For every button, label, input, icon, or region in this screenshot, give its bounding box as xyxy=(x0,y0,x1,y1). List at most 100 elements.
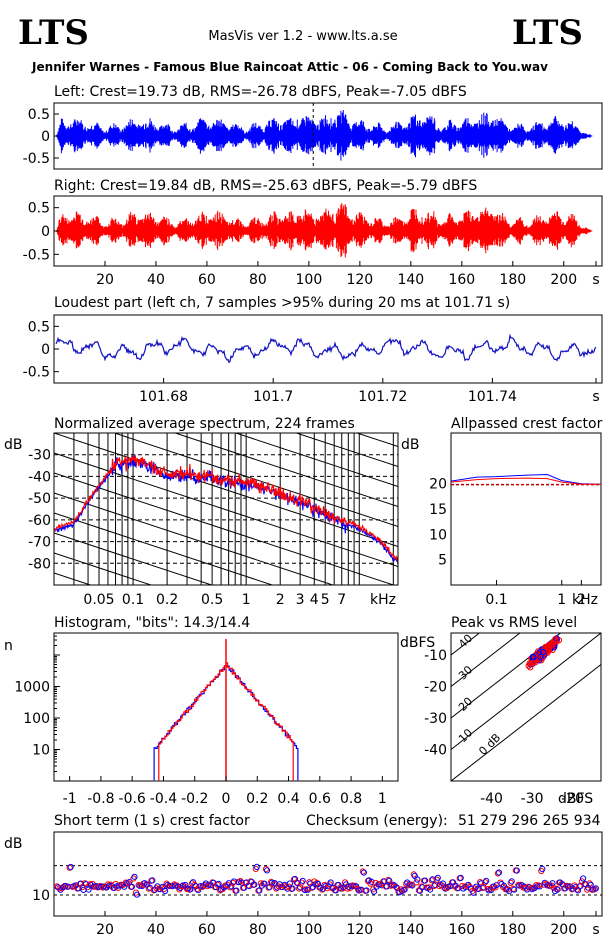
checksum-value: 51 279 296 265 934 xyxy=(458,813,601,829)
short-term-point-right xyxy=(270,880,277,887)
short-term-x-tick-label: 120 xyxy=(346,922,373,938)
short-term-point-right xyxy=(510,885,517,893)
short-term-point-left xyxy=(580,875,587,882)
loudest-part-x-tick-label: 101.7 xyxy=(253,389,293,405)
loudest-part-tick-label: -0.5 xyxy=(23,365,50,381)
crest-series-left xyxy=(450,473,602,485)
peak-rms-xlabel: dBFS xyxy=(558,791,593,807)
short-term-point-right xyxy=(507,879,514,887)
short-term-x-tick-label: s xyxy=(592,922,599,938)
histogram-x-tick-label: -1 xyxy=(63,791,77,807)
short-term-frame xyxy=(53,831,603,917)
short-term-point-left xyxy=(421,877,429,884)
histogram-x-tick-label: -0.8 xyxy=(87,791,114,807)
short-term-point-left xyxy=(411,872,418,880)
short-term-point-left xyxy=(133,891,141,898)
spectrum-x-tick-label: 0.2 xyxy=(156,592,178,608)
histogram-x-tick-label: 0.4 xyxy=(277,791,299,807)
left-waveform-title: Left: Crest=19.73 dB, RMS=-26.78 dBFS, P… xyxy=(54,84,467,100)
short-term-point-right xyxy=(392,883,400,890)
spectrum-diagonal xyxy=(54,532,214,585)
peak-rms-x-tick-label: -30 xyxy=(521,791,544,807)
short-term-x-tick-label: 40 xyxy=(147,922,165,938)
left-waveform-series xyxy=(56,110,593,161)
spectrum-y-tick-label: -60 xyxy=(28,513,51,529)
short-term-point-left xyxy=(427,886,434,893)
short-term-point-left xyxy=(289,885,296,892)
crest-x-tick-label: 2 xyxy=(577,592,586,608)
short-term-point-left xyxy=(235,879,243,886)
file-title: Jennifer Warnes - Famous Blue Raincoat A… xyxy=(31,60,548,74)
spectrum-x-tick-label: 3 xyxy=(296,592,305,608)
crest-frame xyxy=(450,432,602,586)
right-waveform-tick-label: -0.5 xyxy=(23,247,50,263)
spectrum-diagonal xyxy=(113,433,398,527)
spectrum-y-tick-label: -30 xyxy=(28,448,51,464)
peak-rms-point xyxy=(552,635,559,643)
peak-rms-ylabel: dBFS xyxy=(400,635,435,651)
left-waveform-tick-label: 0 xyxy=(41,129,50,145)
short-term-point-right xyxy=(336,884,343,892)
short-term-point-left xyxy=(184,885,192,892)
short-term-y-tick-label: 10 xyxy=(32,888,50,904)
short-term-point-right xyxy=(482,879,489,886)
short-term-point-right xyxy=(178,883,185,890)
loudest-part-x-tick-label: s xyxy=(592,389,599,405)
histogram-ylabel: n xyxy=(4,638,13,654)
peak-rms-diagonal-label: 0 dB xyxy=(476,731,503,758)
short-term-point-left xyxy=(401,886,408,893)
peak-rms-point xyxy=(547,642,554,650)
histogram-x-tick-label: 1 xyxy=(378,791,387,807)
short-term-point-left xyxy=(554,886,561,893)
short-term-point-left xyxy=(228,883,235,890)
short-term-point-left xyxy=(233,887,240,894)
spectrum-xlabel: kHz xyxy=(370,592,396,608)
spectrum-diagonal xyxy=(54,492,335,585)
short-term-point-right xyxy=(56,885,63,892)
right-waveform-x-tick-label: 160 xyxy=(448,272,475,288)
crest-x-tick-label: 0.1 xyxy=(485,592,507,608)
short-term-point-left xyxy=(162,887,169,895)
spectrum-title: Normalized average spectrum, 224 frames xyxy=(54,416,355,432)
short-term-point-left xyxy=(483,877,490,885)
peak-rms-y-tick-label: -40 xyxy=(424,743,447,759)
loudest-part-tick-label: 0 xyxy=(41,342,50,358)
short-term-point-right xyxy=(301,886,308,893)
short-term-point-right xyxy=(591,886,598,893)
loudest-part-title: Loudest part (left ch, 7 samples >95% du… xyxy=(54,295,510,311)
peak-rms-y-tick-label: -10 xyxy=(424,648,447,664)
histogram-x-tick-label: -0.2 xyxy=(181,791,208,807)
crest-y-tick-label: 15 xyxy=(429,502,447,518)
right-waveform-x-tick-label: s xyxy=(592,272,599,288)
peak-rms-point xyxy=(530,654,537,661)
short-term-point-left xyxy=(187,886,194,893)
left-waveform-tick-label: 0.5 xyxy=(28,107,50,123)
short-term-x-tick-label: 180 xyxy=(499,922,526,938)
spectrum-diagonal xyxy=(54,552,153,585)
short-term-point-right xyxy=(586,880,593,887)
spectrum-diagonal xyxy=(234,433,398,487)
short-term-point-left xyxy=(256,887,263,894)
short-term-point-left xyxy=(495,869,502,876)
short-term-point-right xyxy=(413,879,420,886)
spectrum-x-tick-label: 0.05 xyxy=(83,592,114,608)
peak-rms-diagonal-label: 30 xyxy=(456,663,475,682)
crest-x-tick-label: 1 xyxy=(557,592,566,608)
short-term-point-right xyxy=(515,881,522,889)
spectrum-diagonal xyxy=(173,433,398,507)
short-term-point-right xyxy=(262,866,270,873)
spectrum-x-tick-label: 0.1 xyxy=(122,592,144,608)
histogram-y-tick-label: 100 xyxy=(23,711,50,727)
loudest-part-series xyxy=(55,333,597,364)
short-term-point-right xyxy=(308,884,315,891)
short-term-point-left xyxy=(360,869,367,876)
peak-rms-x-tick-label: -20 xyxy=(561,791,584,807)
short-term-point-right xyxy=(214,881,221,888)
loudest-part-x-tick-label: 101.72 xyxy=(358,389,407,405)
histogram-x-tick-label: 0.8 xyxy=(340,791,362,807)
short-term-point-right xyxy=(122,879,129,886)
short-term-point-left xyxy=(263,867,271,874)
crest-ylabel: dB xyxy=(401,437,420,453)
spectrum-series-right xyxy=(54,455,398,564)
